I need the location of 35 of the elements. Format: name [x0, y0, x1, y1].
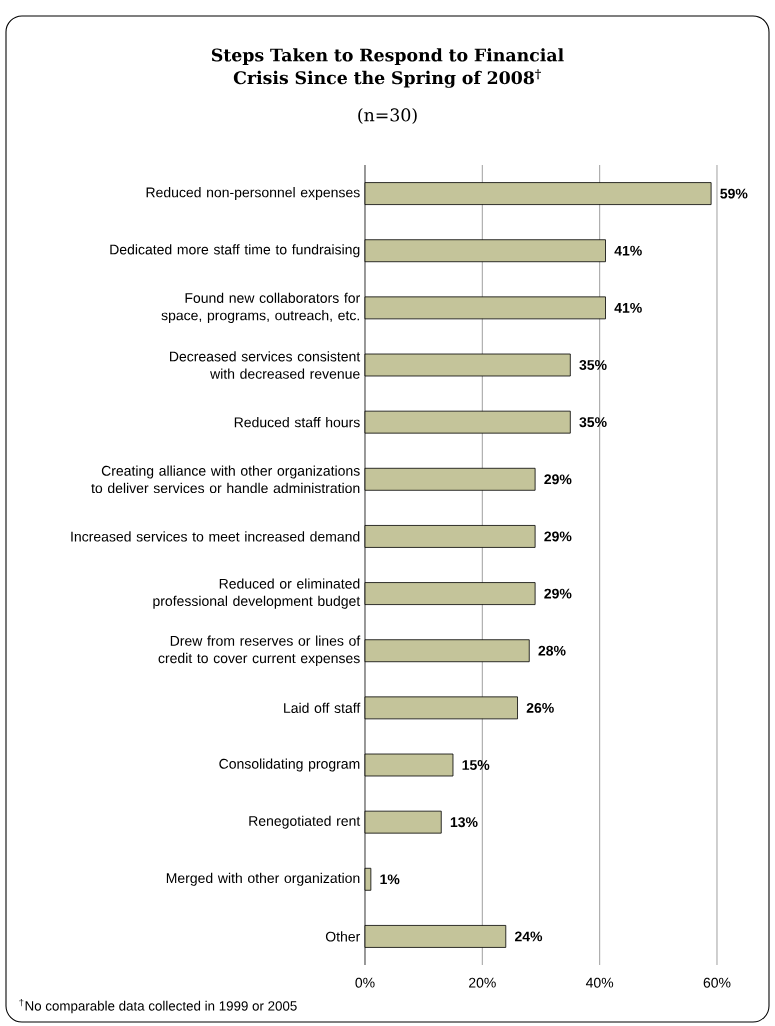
data-label: 15% — [462, 760, 490, 770]
data-label: 1% — [380, 874, 400, 885]
data-label: 24% — [514, 931, 543, 942]
y-tick-label: Reduced staff hours — [234, 417, 360, 428]
data-label: 26% — [526, 702, 554, 713]
y-tick-label: Laid off staff — [284, 702, 361, 714]
y-tick-label: Found new collaborators for space, programs, outreach, etc. — [161, 292, 361, 324]
data-label: 28% — [538, 645, 566, 656]
y-tick-label: Other — [325, 931, 361, 942]
x-tick-label: 40% — [585, 977, 614, 988]
data-label: 29% — [544, 588, 572, 599]
data-label: 59% — [720, 188, 748, 199]
y-tick-label: Decreased services consistent with decreased revenue — [170, 351, 361, 379]
y-tick-label: Merged with other organization — [166, 872, 360, 886]
text: $^{†}$No comparable data collected in 1999 or 2005 — [19, 998, 297, 1014]
y-tick-label: Reduced non-personnel expenses — [146, 187, 360, 201]
data-label: 13% — [450, 817, 478, 828]
data-label: 35% — [579, 417, 607, 428]
x-tick-label: 0% — [355, 977, 375, 988]
data-label: 29% — [544, 531, 572, 542]
y-tick-label: Increased services to meet increased demand — [71, 531, 360, 542]
data-label: 35% — [579, 360, 607, 370]
y-tick-label: Renegotiated rent — [249, 815, 361, 829]
x-tick-label: 20% — [469, 977, 496, 988]
y-tick-label: Consolidating program — [219, 758, 360, 772]
y-tick-label: Dedicated more staff time to fundraising — [110, 244, 360, 258]
y-tick-label: Creating alliance with other organizations to deliver services or handle administration — [91, 465, 360, 494]
chart-subtitle: (n=30) — [358, 108, 417, 124]
x-tick-label: 60% — [703, 977, 731, 988]
data-label: 29% — [544, 474, 572, 485]
y-tick-label: Reduced or eliminated professional development budget — [153, 578, 361, 609]
y-tick-label: Drew from reserves or lines of credit to cover current expenses — [158, 635, 361, 666]
data-label: 41% — [614, 245, 642, 256]
chart-title: Steps Taken to Respond to Financial Crisis Since the Spring of 2008$^{†}$ — [211, 48, 564, 88]
data-label: 41% — [614, 302, 642, 313]
